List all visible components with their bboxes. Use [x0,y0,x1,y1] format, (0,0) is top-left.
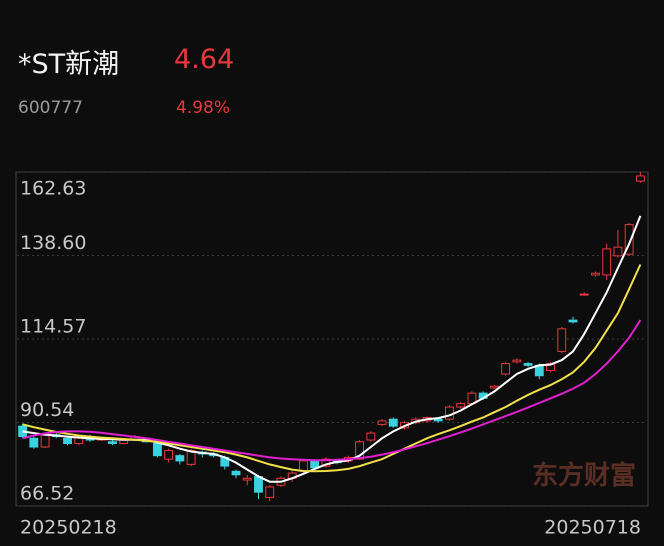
y-tick-label: 114.57 [20,316,86,338]
ma-line [22,264,642,473]
candle-body [433,418,443,422]
candle-body [602,248,612,276]
candle-body [568,319,578,323]
candle-body [591,272,600,276]
y-tick-label: 162.63 [20,178,86,200]
candle-body [63,437,72,445]
candle-body [388,418,398,427]
candle-body [108,441,117,445]
x-tick-label: 20250718 [544,517,641,539]
candle-body [557,328,567,352]
candle-body [175,455,185,462]
candle-body [186,449,196,465]
candle-body [523,363,533,366]
candle-body [579,293,589,296]
candle-body [265,486,275,498]
y-tick-label: 90.54 [20,399,74,421]
ma-line [22,319,642,462]
candle-body [501,363,511,375]
candle-body [40,434,50,448]
stock-code: 600777 [18,98,83,118]
candle-body [512,359,522,363]
price-change: 4.98% [176,98,231,118]
candle-body [254,476,263,493]
candle-body [74,436,84,445]
candle-body [456,403,466,408]
candle-body [164,449,174,460]
y-tick-label: 138.60 [20,232,86,254]
candle-body [489,385,499,389]
candle-body [377,420,387,425]
candle-body [152,443,162,457]
stock-name: *ST新潮 [18,49,120,80]
watermark: 东方财富 [532,460,636,491]
candle-body [635,175,645,182]
candle-body [355,441,365,460]
candle-body [624,224,634,255]
stock-price: 4.64 [174,44,235,75]
x-tick-label: 20250218 [20,517,117,539]
y-tick-label: 66.52 [20,483,74,505]
candle-body [366,432,376,441]
candle-body [242,477,252,481]
candle-body [613,246,623,257]
candle-body [231,470,241,476]
candle-body [29,437,39,448]
